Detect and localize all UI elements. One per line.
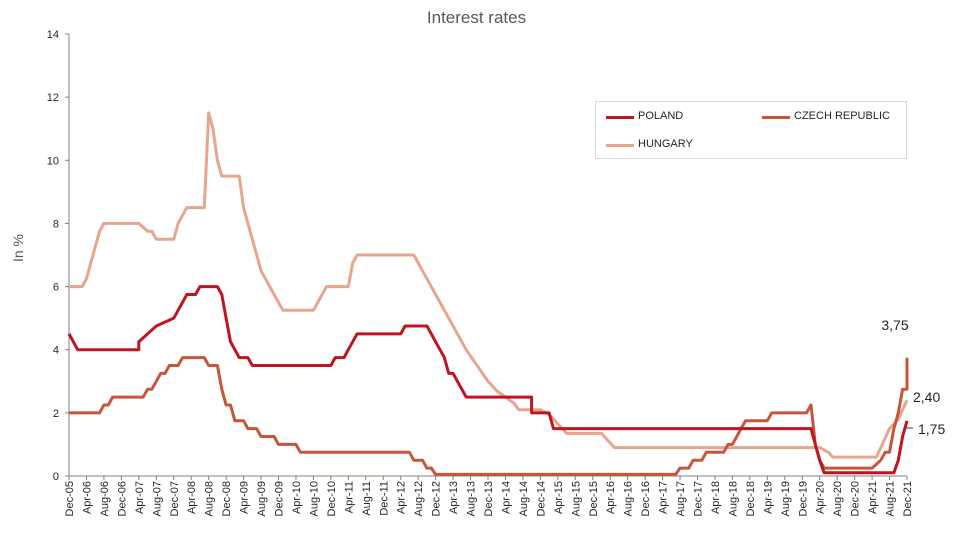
x-tick-label: Apr-11 <box>343 481 355 513</box>
x-tick-label: Dec-09 <box>274 481 286 516</box>
x-tick-label: Apr-06 <box>81 481 93 514</box>
x-tick-label: Apr-14 <box>500 481 512 514</box>
x-tick-label: Apr-19 <box>762 481 774 514</box>
x-tick-label: Aug-12 <box>413 481 425 516</box>
x-tick-label: Apr-07 <box>134 481 146 514</box>
x-tick-label: Aug-16 <box>623 481 635 516</box>
x-tick-label: Aug-18 <box>727 481 739 516</box>
legend-swatch-czech-republic <box>762 116 790 119</box>
series-lines <box>67 111 909 476</box>
chart-title: Interest rates <box>426 8 527 27</box>
x-tick-label: Dec-07 <box>169 481 181 516</box>
legend-swatch-hungary <box>606 144 634 147</box>
x-tick-label: Aug-11 <box>361 481 373 516</box>
x-tick-label: Dec-06 <box>116 481 128 516</box>
x-tick-label: Aug-17 <box>675 481 687 516</box>
axes: 0 2 4 6 8 10 12 14 Dec-05 Apr-06 Aug-06 Dec-06 Apr-0… <box>47 29 914 516</box>
y-tick-label: 10 <box>47 155 59 167</box>
x-tick-label: Apr-15 <box>553 481 565 514</box>
x-tick-label: Dec-17 <box>693 481 705 516</box>
x-tick-label: Dec-15 <box>588 481 600 516</box>
legend: POLAND CZECH REPUBLIC HUNGARY <box>595 101 907 159</box>
series-line-czech-republic <box>69 356 909 476</box>
x-tick-label: Aug-10 <box>308 481 320 516</box>
legend-label-poland: POLAND <box>638 110 684 122</box>
x-tick-label: Aug-19 <box>780 481 792 516</box>
x-tick-label: Apr-12 <box>396 481 408 514</box>
x-tick-label: Dec-20 <box>850 481 862 516</box>
x-tick-label: Dec-10 <box>326 481 338 516</box>
x-tick-label: Dec-14 <box>535 481 547 516</box>
y-tick-label: 8 <box>53 218 59 230</box>
x-tick-label: Dec-13 <box>483 481 495 516</box>
y-tick-label: 14 <box>47 29 59 41</box>
x-tick-label: Dec-05 <box>64 481 76 516</box>
x-tick-label: Aug-07 <box>151 481 163 516</box>
y-tick-label: 6 <box>53 282 59 294</box>
y-tick-label: 2 <box>53 408 59 420</box>
x-tick-label: Apr-17 <box>658 481 670 514</box>
x-tick-label: Aug-09 <box>256 481 268 516</box>
legend-swatch-poland <box>606 116 634 119</box>
x-tick-label: Dec-18 <box>745 481 757 516</box>
x-tick-label: Apr-21 <box>867 481 879 514</box>
end-label-hungary: 2,40 <box>913 389 940 405</box>
y-tick-label: 12 <box>47 92 59 104</box>
x-tick-label: Apr-16 <box>605 481 617 514</box>
end-label-poland: 1,75 <box>918 421 945 437</box>
x-tick-label: Dec-19 <box>797 481 809 516</box>
y-tick-label: 4 <box>53 345 59 357</box>
series-line-hungary <box>69 111 909 459</box>
x-tick-label: Apr-18 <box>710 481 722 514</box>
x-tick-label: Dec-08 <box>221 481 233 516</box>
x-tick-label: Apr-10 <box>291 481 303 514</box>
x-tick-label: Aug-20 <box>832 481 844 516</box>
legend-label-hungary: HUNGARY <box>638 138 693 150</box>
x-tick-label: Dec-21 <box>902 481 914 516</box>
x-tick-label: Aug-15 <box>570 481 582 516</box>
y-tick-label: 0 <box>53 471 59 483</box>
x-tick-label: Dec-12 <box>431 481 443 516</box>
x-tick-label: Dec-11 <box>378 481 390 516</box>
x-tick-label: Dec-16 <box>640 481 652 516</box>
x-tick-label: Apr-20 <box>815 481 827 514</box>
legend-label-czech-republic: CZECH REPUBLIC <box>794 110 890 122</box>
end-label-czech-republic: 3,75 <box>881 317 908 333</box>
series-line-poland <box>67 285 909 475</box>
end-labels: 1,75 3,75 2,40 <box>881 317 945 437</box>
x-tick-label: Aug-14 <box>518 481 530 516</box>
x-tick-label: Aug-08 <box>204 481 216 516</box>
x-tick-label: Apr-13 <box>448 481 460 514</box>
x-tick-label: Apr-08 <box>186 481 198 514</box>
x-tick-label: Aug-13 <box>466 481 478 516</box>
x-tick-label: Aug-21 <box>885 481 897 516</box>
x-tick-label: Apr-09 <box>239 481 251 514</box>
x-tick-label: Aug-06 <box>99 481 111 516</box>
